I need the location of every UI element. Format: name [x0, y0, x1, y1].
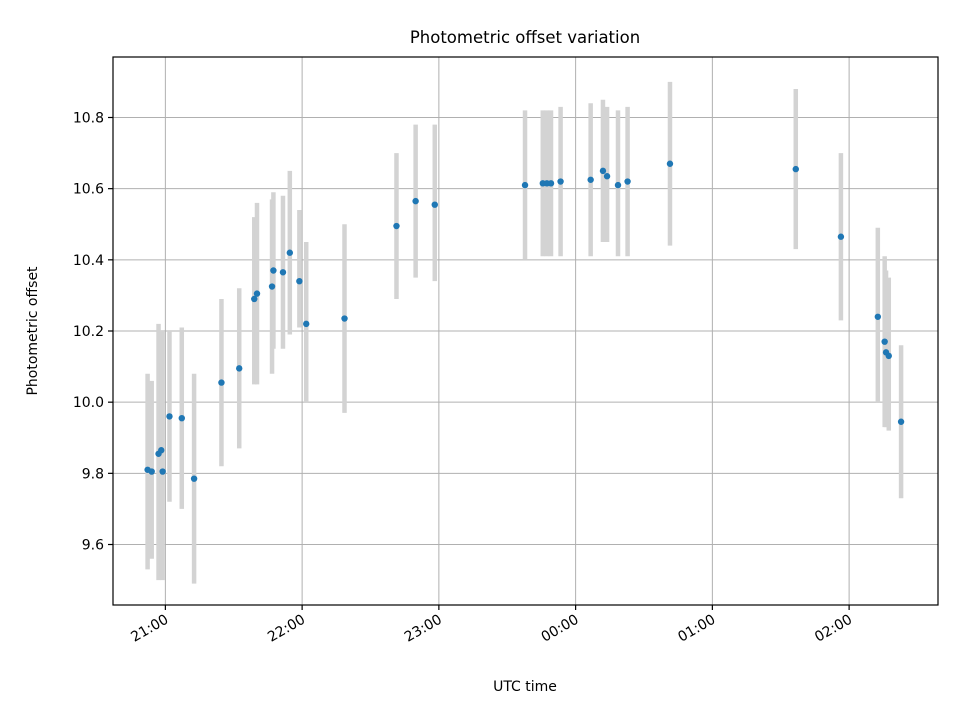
chart-title: Photometric offset variation: [410, 28, 640, 47]
data-point: [603, 173, 611, 180]
data-point: [897, 418, 905, 425]
x-axis-label: UTC time: [493, 679, 557, 695]
y-tick-label: 10.6: [73, 182, 104, 198]
data-point: [431, 201, 438, 208]
data-point: [166, 413, 173, 420]
data-points: [144, 160, 905, 482]
y-tick-label: 10.8: [73, 110, 104, 126]
data-point: [251, 295, 258, 303]
data-point: [614, 181, 622, 189]
data-point: [874, 313, 882, 320]
y-tick-label: 9.6: [82, 538, 104, 554]
data-point: [881, 338, 888, 345]
data-point: [521, 181, 529, 189]
data-point: [236, 365, 243, 372]
data-point: [268, 283, 276, 290]
data-point: [792, 165, 799, 173]
data-point: [178, 414, 185, 422]
data-point: [885, 352, 892, 360]
data-point: [279, 269, 287, 276]
data-point: [190, 475, 198, 482]
y-tick-label: 10.4: [73, 253, 104, 269]
data-point: [557, 178, 564, 185]
y-tick-label: 10.2: [73, 324, 104, 340]
data-point: [837, 233, 845, 240]
data-point: [547, 180, 555, 187]
y-tick-label: 9.8: [82, 466, 104, 482]
data-point: [393, 222, 400, 230]
data-point: [624, 178, 631, 185]
y-axis-label: Photometric offset: [25, 266, 41, 396]
data-point: [303, 320, 310, 328]
data-point: [159, 468, 166, 475]
data-point: [666, 160, 674, 167]
data-point: [270, 267, 277, 274]
data-point: [148, 468, 155, 475]
data-point: [158, 447, 165, 454]
data-point: [599, 167, 607, 175]
data-point: [296, 277, 303, 285]
data-point: [587, 176, 594, 183]
data-point: [286, 249, 294, 256]
data-point: [218, 379, 225, 386]
data-point: [412, 197, 419, 205]
y-tick-label: 10.0: [73, 395, 104, 411]
data-point: [253, 290, 261, 297]
data-point: [341, 315, 348, 322]
